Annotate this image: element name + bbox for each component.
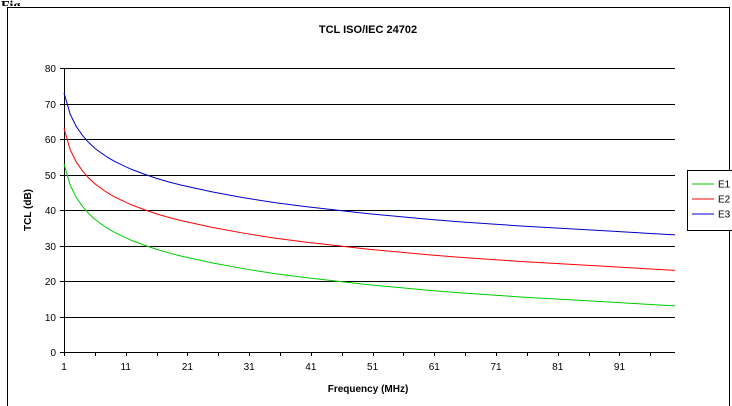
chart-frame bbox=[7, 7, 730, 406]
figure-heading-fragment: Fig bbox=[1, 0, 20, 6]
y-tick-labels: 0 10 20 30 40 50 60 70 80 bbox=[45, 64, 57, 359]
x-tick-label: 11 bbox=[121, 362, 132, 373]
series-lines bbox=[63, 92, 676, 307]
x-tick-label: 61 bbox=[429, 362, 441, 373]
grid-lines bbox=[64, 68, 675, 318]
x-tick-label: 51 bbox=[367, 362, 379, 373]
legend-label-e3: E3 bbox=[718, 210, 731, 221]
x-tick-label: 41 bbox=[305, 362, 317, 373]
x-tick-label: 21 bbox=[182, 362, 194, 373]
x-tick-label: 31 bbox=[244, 362, 256, 373]
y-tick-label: 70 bbox=[45, 100, 57, 111]
x-tick-label: 1 bbox=[61, 362, 67, 373]
series-line-e1 bbox=[63, 163, 676, 307]
y-tick-label: 40 bbox=[45, 206, 57, 217]
x-tick-labels: 1 11 21 31 41 51 61 71 81 91 bbox=[61, 362, 625, 373]
y-tick-label: 10 bbox=[45, 313, 57, 324]
y-tick-label: 80 bbox=[45, 64, 57, 75]
x-tick-label: 81 bbox=[552, 362, 564, 373]
y-tick-label: 30 bbox=[45, 242, 57, 253]
y-tick-label: 50 bbox=[45, 171, 57, 182]
legend-label-e1: E1 bbox=[718, 180, 731, 191]
legend-label-e2: E2 bbox=[718, 195, 731, 206]
axes bbox=[60, 68, 675, 356]
series-line-e2 bbox=[63, 128, 676, 271]
y-tick-label: 20 bbox=[45, 277, 57, 288]
x-tick-label: 91 bbox=[614, 362, 626, 373]
y-tick-label: 60 bbox=[45, 135, 57, 146]
x-tick-label: 71 bbox=[490, 362, 502, 373]
legend-items: E1 E2 E3 bbox=[692, 180, 731, 221]
legend-box bbox=[687, 170, 732, 231]
x-axis-label: Frequency (MHz) bbox=[328, 384, 409, 395]
y-tick-label: 0 bbox=[50, 348, 56, 359]
y-axis-label: TCL (dB) bbox=[23, 189, 34, 231]
chart-title: TCL ISO/IEC 24702 bbox=[319, 24, 417, 36]
series-line-e3 bbox=[63, 92, 676, 236]
legend: E1 E2 E3 bbox=[687, 170, 732, 231]
